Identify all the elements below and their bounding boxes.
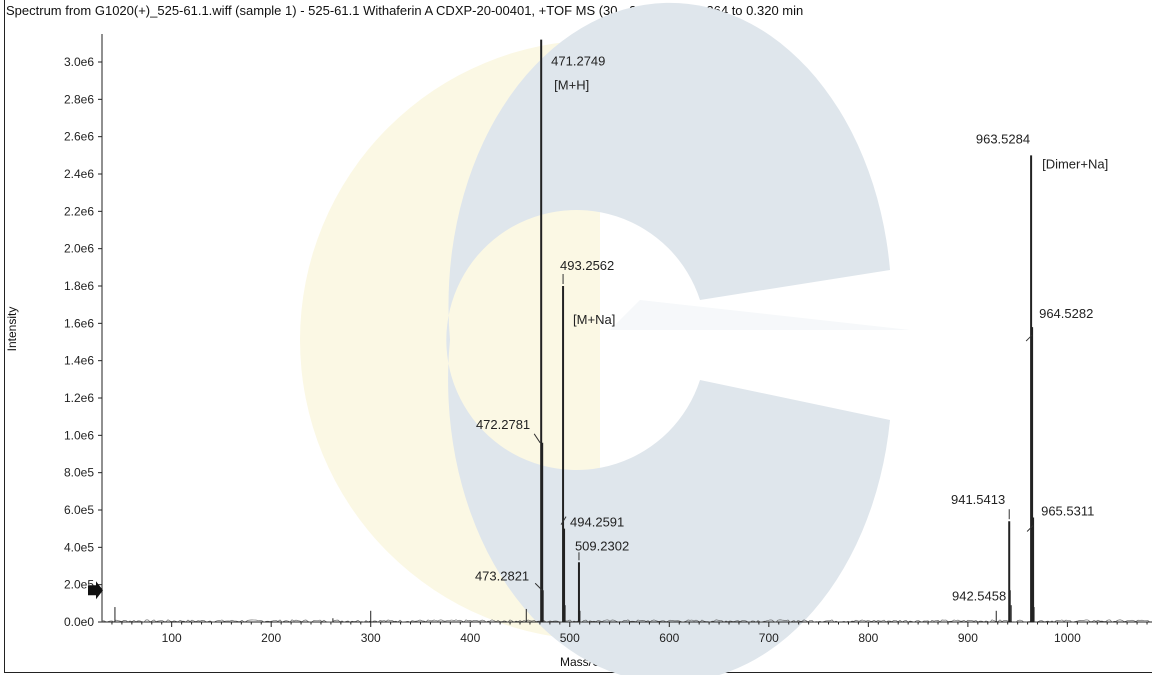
x-tick-label: 800 [858, 631, 878, 645]
x-tick-label: 300 [361, 631, 381, 645]
y-tick-label: 2.2e6 [64, 204, 94, 218]
peak-mz-label: 965.5311 [1041, 503, 1094, 518]
y-tick-label: 2.6e6 [64, 130, 94, 144]
x-tick-label: 900 [958, 631, 978, 645]
spectrum-title: Spectrum from G1020(+)_525-61.1.wiff (sa… [6, 3, 804, 18]
y-tick-label: 3.0e6 [64, 55, 94, 69]
y-tick-label: 1.8e6 [64, 279, 94, 293]
annotation-leader [534, 582, 543, 591]
annotation-leader [560, 516, 567, 525]
plot-frame [4, 0, 1152, 673]
x-tick-label: 500 [560, 631, 580, 645]
y-tick-label: 6.0e5 [64, 503, 94, 517]
peak-ion-label: [Dimer+Na] [1042, 156, 1108, 171]
watermark-right-shape [446, 3, 890, 675]
y-tick-label: 2.4e6 [64, 167, 94, 181]
y-tick-label: 2.0e6 [64, 242, 94, 256]
x-tick-label: 700 [759, 631, 779, 645]
y-tick-label: 1.6e6 [64, 316, 94, 330]
y-tick-label: 2.0e5 [64, 578, 94, 592]
peak-mz-label: 942.5458 [952, 588, 1006, 603]
peak-mz-label: 472.2781 [476, 417, 530, 432]
watermark-logo [300, 3, 910, 675]
y-tick-label: 4.0e5 [64, 540, 94, 554]
peak-ion-label: [M+H] [554, 78, 589, 93]
x-tick-label: 1000 [1054, 631, 1081, 645]
y-tick-label: 0.0e0 [64, 615, 94, 629]
x-tick-label: 400 [460, 631, 480, 645]
y-tick-label: 1.0e6 [64, 428, 94, 442]
baseline-noise [101, 619, 1151, 623]
peak-mz-label: 941.5413 [951, 492, 1005, 507]
peak-mz-label: 494.2591 [570, 515, 624, 530]
peak-mz-label: 493.2562 [560, 258, 614, 273]
annotation-leader [1026, 525, 1034, 532]
y-tick-label: 8.0e5 [64, 466, 94, 480]
x-tick-label: 200 [261, 631, 281, 645]
threshold-arrow-icon [88, 581, 103, 600]
watermark-cut-shape [610, 300, 910, 330]
peak-ion-label: [M+Na] [573, 312, 615, 327]
y-tick-label: 2.8e6 [64, 92, 94, 106]
y-tick-label: 1.4e6 [64, 354, 94, 368]
peak-mz-label: 473.2821 [475, 568, 529, 583]
annotation-leader [1025, 334, 1033, 342]
peak-mz-label: 471.2749 [551, 54, 605, 69]
x-tick-label: 600 [659, 631, 679, 645]
y-tick-label: 1.2e6 [64, 391, 94, 405]
peak-mz-label: 509.2302 [575, 538, 629, 553]
peak-mz-label: 964.5282 [1039, 306, 1093, 321]
annotation-leader [533, 433, 541, 444]
peak-mz-label: 963.5284 [976, 131, 1030, 146]
x-tick-label: 100 [162, 631, 182, 645]
